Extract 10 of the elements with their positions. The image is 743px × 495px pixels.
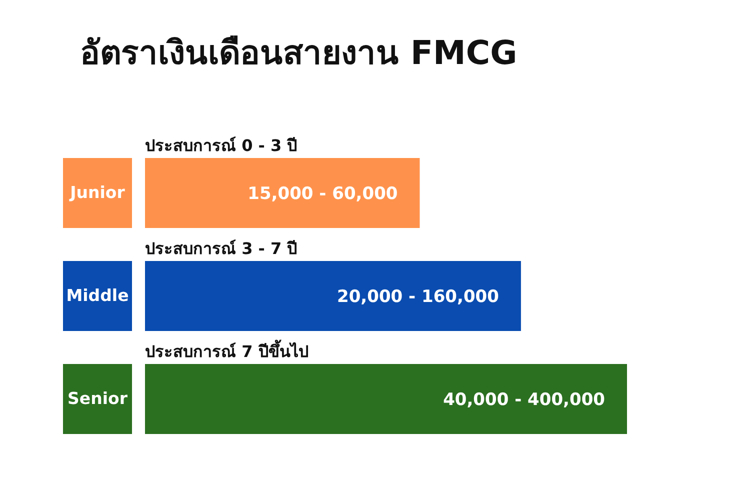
annotation: 15,000 - 60,000: [248, 184, 398, 204]
annotation: ประสบการณ์ 0 - 3 ปี: [145, 136, 298, 155]
chart-title: อัตราเงินเดือนสายงาน FMCG: [80, 33, 518, 72]
annotation: ประสบการณ์ 7 ปีขึ้นไป: [145, 339, 308, 361]
annotation: 40,000 - 400,000: [443, 390, 606, 410]
y-tick-label: Junior: [69, 183, 126, 202]
annotation: 20,000 - 160,000: [337, 287, 500, 307]
annotation: ประสบการณ์ 3 - 7 ปี: [145, 239, 298, 258]
y-tick-label: Senior: [68, 389, 128, 408]
y-tick-label: Middle: [66, 286, 129, 305]
